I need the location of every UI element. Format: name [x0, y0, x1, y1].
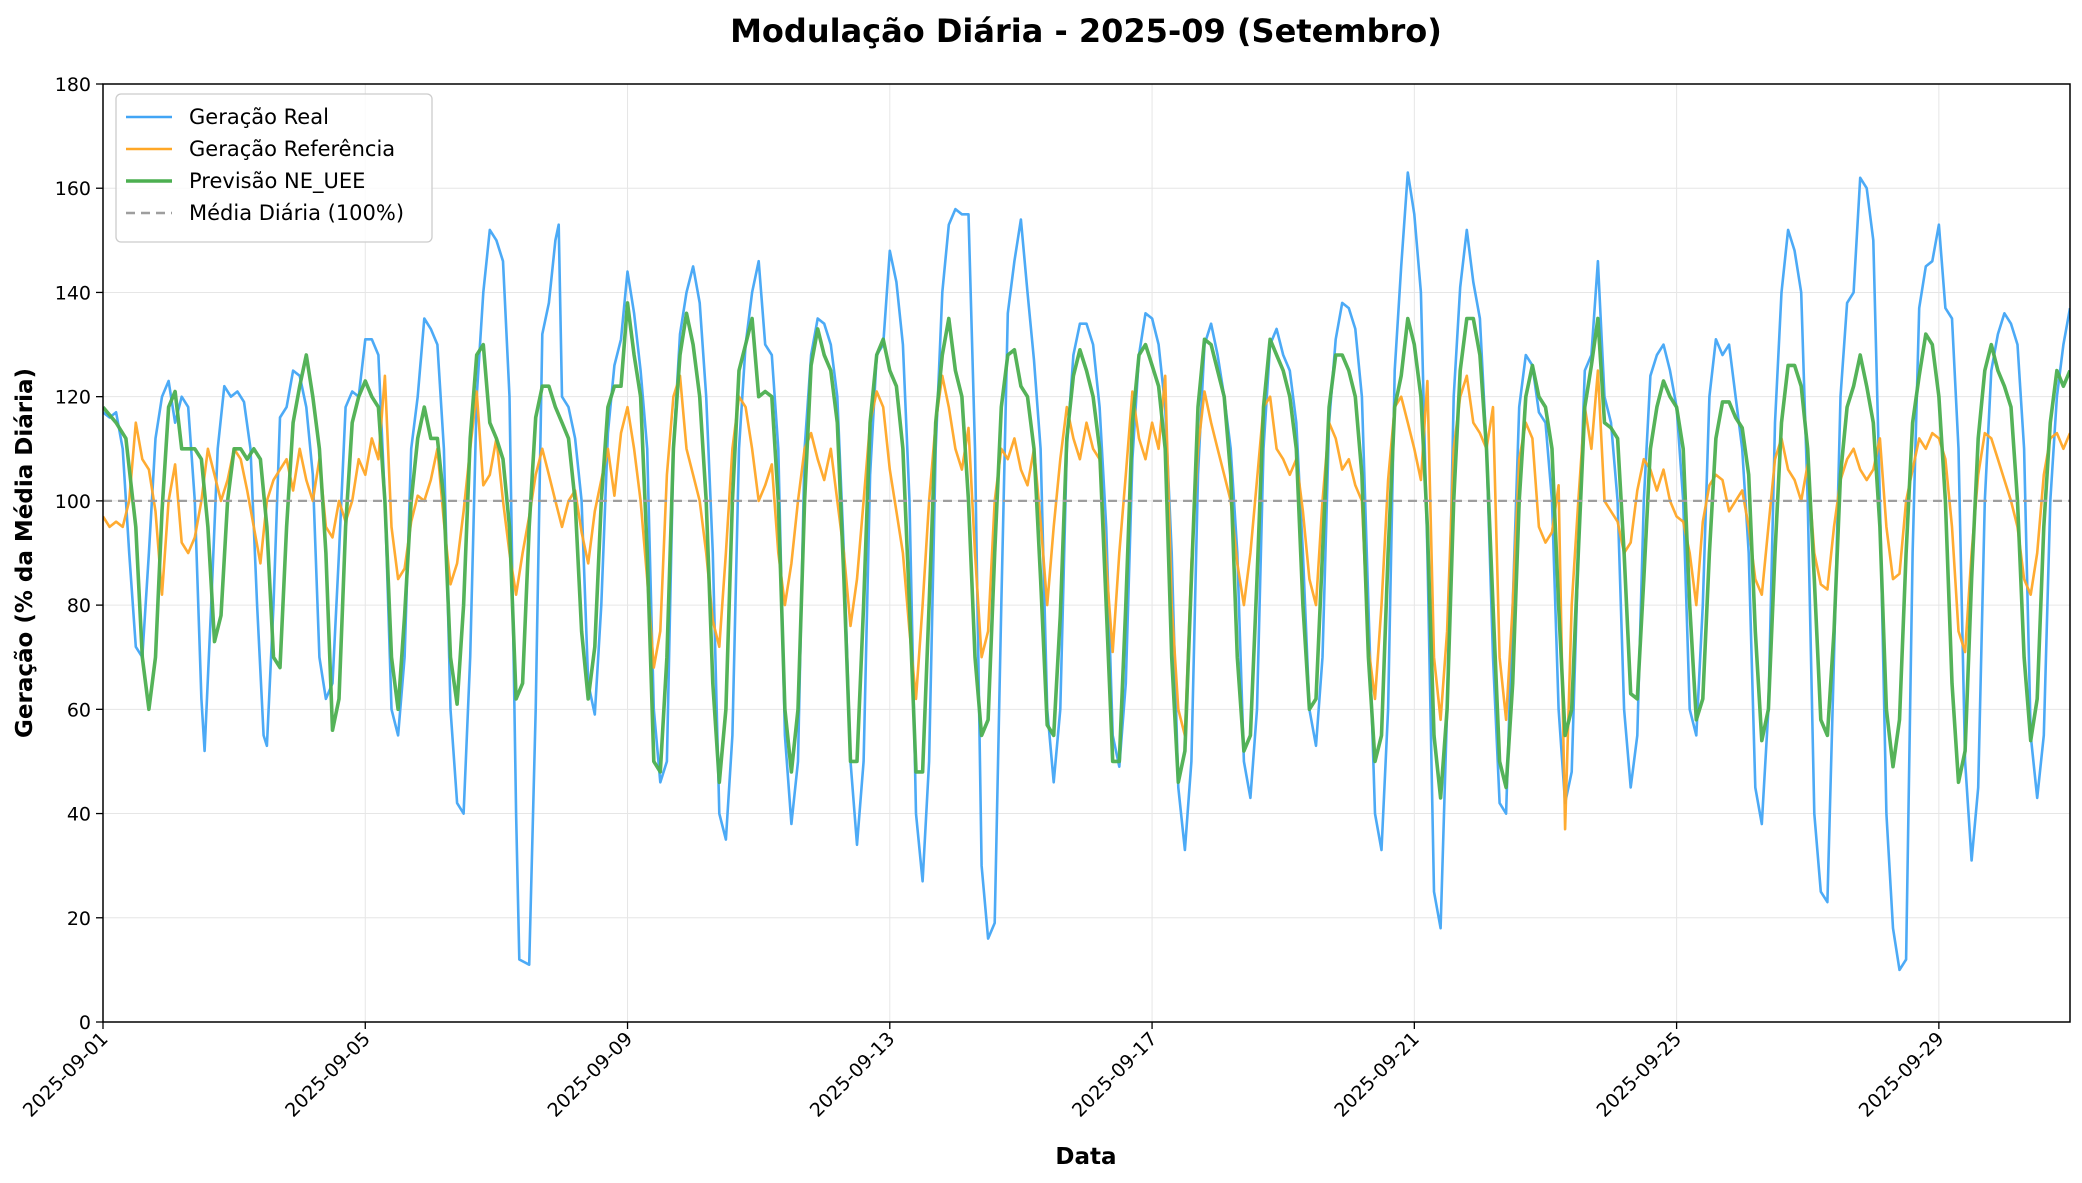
- x-tick-label: 2025-09-21: [1330, 1028, 1424, 1122]
- y-tick-label: 180: [55, 74, 91, 96]
- y-tick-label: 40: [67, 804, 91, 826]
- y-tick-label: 100: [55, 491, 91, 513]
- y-tick-label: 140: [55, 282, 91, 304]
- x-axis-label: Data: [1055, 1144, 1116, 1170]
- y-tick-label: 120: [55, 387, 91, 409]
- x-axis-ticks: 2025-09-01 2025-09-05 2025-09-09 2025-09-13…: [19, 1022, 1949, 1122]
- legend-label: Média Diária (100%): [189, 201, 404, 225]
- legend-label: Geração Real: [189, 105, 329, 129]
- y-tick-label: 20: [67, 908, 91, 930]
- y-tick-label: 80: [67, 595, 91, 617]
- x-tick-label: 2025-09-25: [1592, 1028, 1686, 1122]
- y-axis-ticks: 0 20 40 60 80 100 120 140 160 180: [55, 74, 103, 1034]
- y-axis-label: Geração (% da Média Diária): [12, 368, 38, 738]
- series-geracao-referencia-line: [103, 369, 2070, 831]
- chart-title: Modulação Diária - 2025-09 (Setembro): [730, 12, 1442, 50]
- plot-frame: [102, 83, 2071, 1023]
- x-tick-label: 2025-09-17: [1068, 1028, 1162, 1122]
- x-tick-label: 2025-09-29: [1855, 1028, 1949, 1122]
- legend-label: Geração Referência: [189, 137, 395, 161]
- legend: Geração Real Geração Referência Previsão N…: [115, 93, 433, 243]
- y-tick-label: 0: [79, 1012, 91, 1034]
- y-tick-label: 60: [67, 699, 91, 721]
- y-tick-label: 160: [55, 178, 91, 200]
- series-previsao-line: [103, 301, 2070, 800]
- x-tick-label: 2025-09-13: [806, 1028, 900, 1122]
- series-layer: [103, 171, 2070, 972]
- x-tick-label: 2025-09-05: [281, 1028, 375, 1122]
- legend-label: Previsão NE_UEE: [189, 169, 365, 194]
- x-tick-label: 2025-09-09: [543, 1028, 637, 1122]
- x-tick-label: 2025-09-01: [19, 1028, 113, 1122]
- series-geracao-real-line: [103, 171, 2070, 972]
- legend-box: [115, 93, 433, 243]
